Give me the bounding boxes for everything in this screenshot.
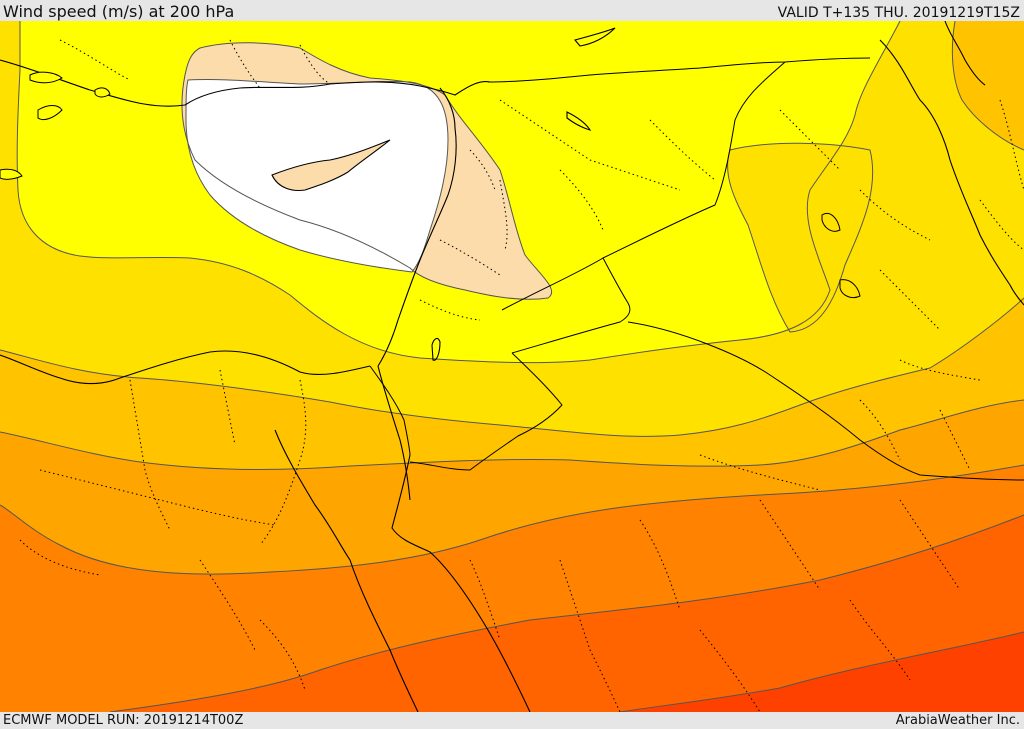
island-gulf-1 bbox=[839, 279, 861, 299]
wind-speed-map bbox=[0, 21, 1024, 712]
valid-time: VALID T+135 THU. 20191219T15Z bbox=[777, 5, 1020, 21]
lake-assad bbox=[566, 111, 592, 131]
header-bar: Wind speed (m/s) at 200 hPa VALID T+135 … bbox=[0, 0, 1024, 21]
coast-turkey bbox=[0, 59, 491, 107]
credit-label: ArabiaWeather Inc. bbox=[895, 713, 1020, 728]
coast-red-sea-east bbox=[391, 454, 531, 712]
coast-caspian bbox=[944, 21, 986, 86]
coast-north-africa bbox=[0, 350, 371, 385]
band-gold-inner bbox=[727, 143, 873, 332]
border-jordan-saudi bbox=[511, 257, 631, 354]
border-egypt-israel bbox=[369, 365, 411, 456]
island-rhodes bbox=[94, 87, 111, 98]
border-syria-iraq bbox=[501, 61, 786, 311]
map-title: Wind speed (m/s) at 200 hPa bbox=[3, 2, 235, 21]
coast-gulf bbox=[879, 39, 1024, 306]
band-amber-topright bbox=[952, 21, 1024, 150]
lake-north bbox=[574, 27, 616, 47]
border-saudi-iraq bbox=[627, 321, 1024, 481]
island-aegean-1 bbox=[29, 71, 63, 84]
coast-gulf-suez bbox=[377, 365, 411, 501]
border-turkey-syria bbox=[487, 57, 871, 83]
coast-levant bbox=[377, 87, 457, 367]
island-aegean-2 bbox=[37, 105, 63, 121]
island-crete-tip bbox=[0, 168, 23, 180]
lake-tiberias bbox=[431, 337, 441, 361]
footer-bar: ECMWF MODEL RUN: 20191214T00Z ArabiaWeat… bbox=[0, 712, 1024, 729]
cyprus bbox=[271, 139, 391, 192]
coast-red-sea-west bbox=[274, 429, 419, 712]
border-jordan-saudi-2 bbox=[409, 352, 563, 471]
model-run-label: ECMWF MODEL RUN: 20191214T00Z bbox=[3, 713, 244, 728]
island-gulf-2 bbox=[821, 213, 841, 232]
